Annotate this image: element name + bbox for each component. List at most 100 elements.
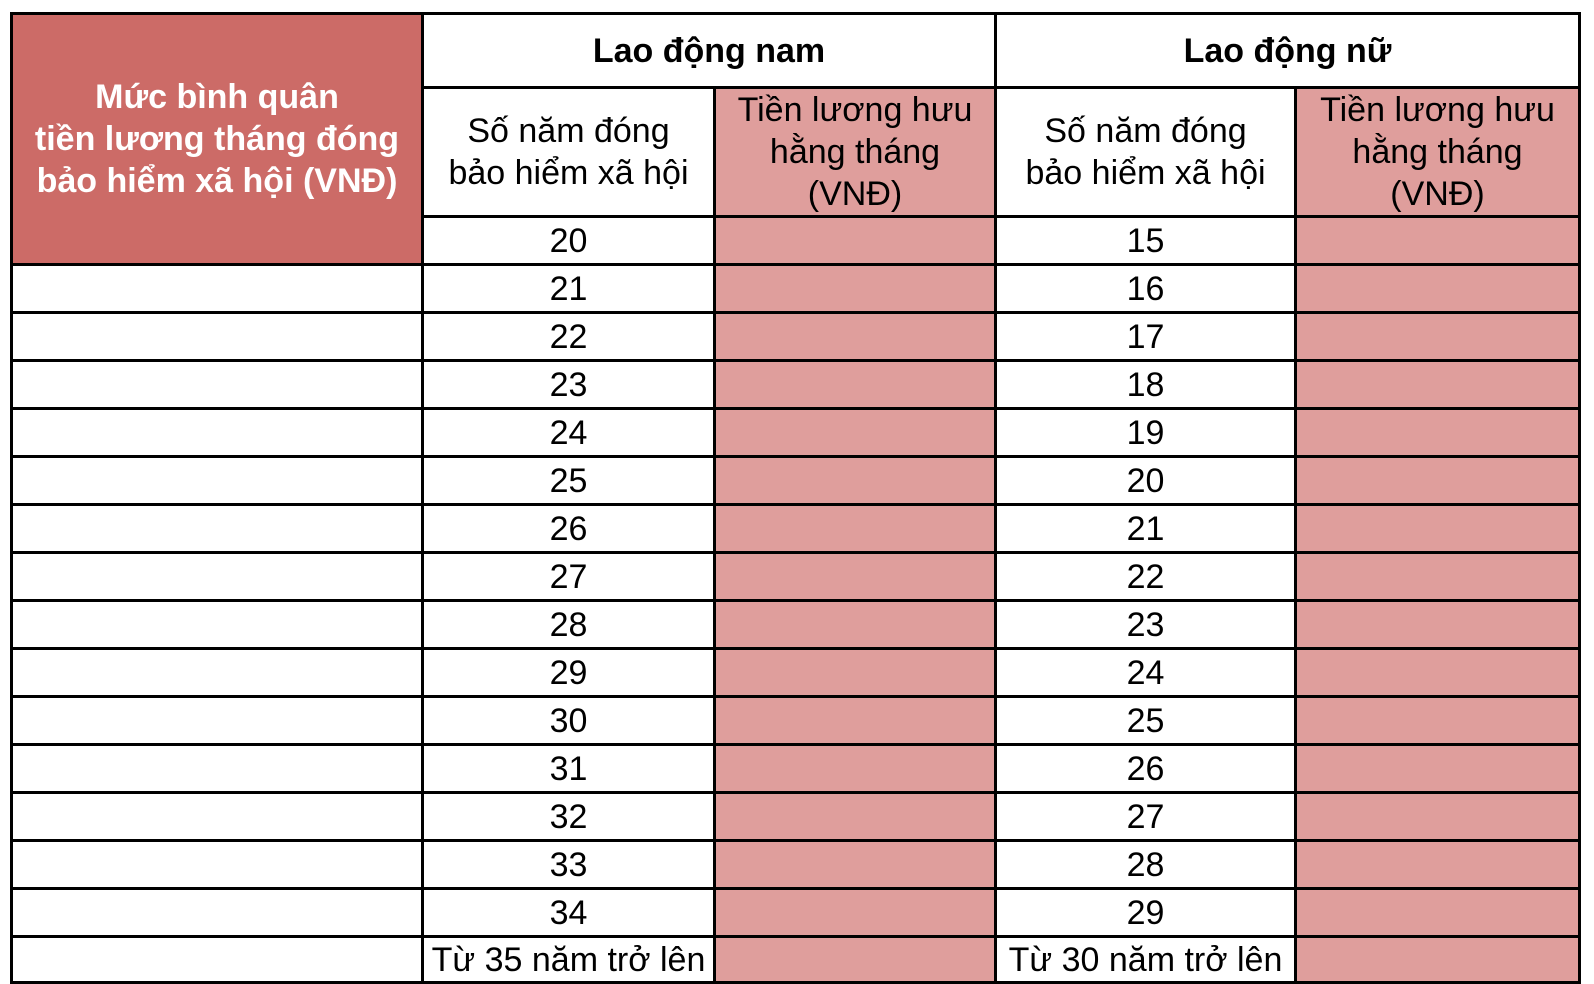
male-years-cell: Từ 35 năm trở lên <box>421 935 716 984</box>
female-years-cell: 27 <box>994 791 1298 842</box>
table-row: 33 28 <box>10 839 1582 890</box>
male-years-cell: 30 <box>421 695 716 746</box>
avg-salary-cell <box>10 263 424 314</box>
female-years-header: Số năm đóng bảo hiểm xã hội <box>994 86 1298 218</box>
female-pension-cell <box>1294 839 1582 890</box>
male-years-cell: 25 <box>421 455 716 506</box>
female-pension-cell <box>1294 263 1582 314</box>
female-years-cell: 29 <box>994 887 1298 938</box>
male-pension-cell <box>712 743 998 794</box>
avg-salary-cell <box>10 311 424 362</box>
male-years-cell: 34 <box>421 887 716 938</box>
pension-table: Mức bình quân tiền lương tháng đóng bảo … <box>10 12 1582 984</box>
female-pension-cell <box>1294 935 1582 984</box>
avg-salary-cell <box>10 791 424 842</box>
avg-salary-cell <box>10 551 424 602</box>
corner-header: Mức bình quân tiền lương tháng đóng bảo … <box>10 12 424 266</box>
male-years-cell: 22 <box>421 311 716 362</box>
male-pension-cell <box>712 695 998 746</box>
male-pension-cell <box>712 215 998 266</box>
female-pension-header: Tiền lương hưu hằng tháng (VNĐ) <box>1294 86 1582 218</box>
female-years-cell: 23 <box>994 599 1298 650</box>
table-row: 34 29 <box>10 887 1582 938</box>
male-pension-cell <box>712 359 998 410</box>
pension-table-container: Mức bình quân tiền lương tháng đóng bảo … <box>10 12 1582 984</box>
table-row: 28 23 <box>10 599 1582 650</box>
male-years-cell: 28 <box>421 599 716 650</box>
male-pension-cell <box>712 887 998 938</box>
female-years-cell: Từ 30 năm trở lên <box>994 935 1298 984</box>
male-years-header: Số năm đóng bảo hiểm xã hội <box>421 86 716 218</box>
table-row: 31 26 <box>10 743 1582 794</box>
female-pension-cell <box>1294 695 1582 746</box>
female-pension-cell <box>1294 455 1582 506</box>
male-years-cell: 33 <box>421 839 716 890</box>
male-pension-cell <box>712 263 998 314</box>
table-row: Từ 35 năm trở lên Từ 30 năm trở lên <box>10 935 1582 984</box>
male-years-cell: 24 <box>421 407 716 458</box>
male-years-cell: 21 <box>421 263 716 314</box>
table-row: 20 15 <box>12 215 1582 266</box>
female-years-cell: 25 <box>994 695 1298 746</box>
male-pension-cell <box>712 791 998 842</box>
female-years-cell: 20 <box>994 455 1298 506</box>
female-years-cell: 17 <box>994 311 1298 362</box>
male-pension-header: Tiền lương hưu hằng tháng (VNĐ) <box>712 86 998 218</box>
table-row: 26 21 <box>10 503 1582 554</box>
male-years-cell: 29 <box>421 647 716 698</box>
avg-salary-cell <box>10 935 424 984</box>
female-years-cell: 15 <box>994 215 1298 266</box>
table-row: 25 20 <box>10 455 1582 506</box>
male-years-cell: 20 <box>421 215 716 266</box>
female-years-cell: 19 <box>994 407 1298 458</box>
female-years-cell: 18 <box>994 359 1298 410</box>
table-row: Số năm đóng bảo hiểm xã hội Tiền lương h… <box>12 86 1582 218</box>
female-pension-cell <box>1294 887 1582 938</box>
table-row: 24 19 <box>10 407 1582 458</box>
male-years-cell: 27 <box>421 551 716 602</box>
avg-salary-cell <box>10 647 424 698</box>
female-pension-cell <box>1294 407 1582 458</box>
male-years-cell: 31 <box>421 743 716 794</box>
male-pension-cell <box>712 551 998 602</box>
male-pension-cell <box>712 407 998 458</box>
table-row: 32 27 <box>10 791 1582 842</box>
male-years-cell: 23 <box>421 359 716 410</box>
table-row: Mức bình quân tiền lương tháng đóng bảo … <box>10 12 1582 266</box>
male-years-cell: 26 <box>421 503 716 554</box>
table-row: 29 24 <box>10 647 1582 698</box>
avg-salary-cell <box>10 455 424 506</box>
male-pension-cell <box>712 839 998 890</box>
female-pension-cell <box>1294 359 1582 410</box>
female-pension-cell <box>1294 647 1582 698</box>
group-header-male: Lao động nam <box>420 12 998 89</box>
male-pension-cell <box>712 311 998 362</box>
avg-salary-cell <box>10 599 424 650</box>
female-pension-cell <box>1294 791 1582 842</box>
female-years-cell: 22 <box>994 551 1298 602</box>
female-pension-cell <box>1294 311 1582 362</box>
female-pension-cell <box>1294 503 1582 554</box>
avg-salary-cell <box>10 743 424 794</box>
male-pension-cell <box>712 503 998 554</box>
avg-salary-cell <box>10 503 424 554</box>
female-years-cell: 24 <box>994 647 1298 698</box>
table-row: 23 18 <box>10 359 1582 410</box>
female-pension-cell <box>1294 551 1582 602</box>
table-row: 22 17 <box>10 311 1582 362</box>
female-years-cell: 28 <box>994 839 1298 890</box>
table-row: 21 16 <box>10 263 1582 314</box>
female-pension-cell <box>1294 215 1582 266</box>
avg-salary-cell <box>10 887 424 938</box>
avg-salary-cell <box>10 839 424 890</box>
female-years-cell: 16 <box>994 263 1298 314</box>
table-row: 30 25 <box>10 695 1582 746</box>
male-pension-cell <box>712 599 998 650</box>
male-pension-cell <box>712 455 998 506</box>
female-pension-cell <box>1294 743 1582 794</box>
male-pension-cell <box>712 935 998 984</box>
avg-salary-cell <box>10 359 424 410</box>
male-pension-cell <box>712 647 998 698</box>
female-years-cell: 26 <box>994 743 1298 794</box>
avg-salary-cell <box>10 695 424 746</box>
